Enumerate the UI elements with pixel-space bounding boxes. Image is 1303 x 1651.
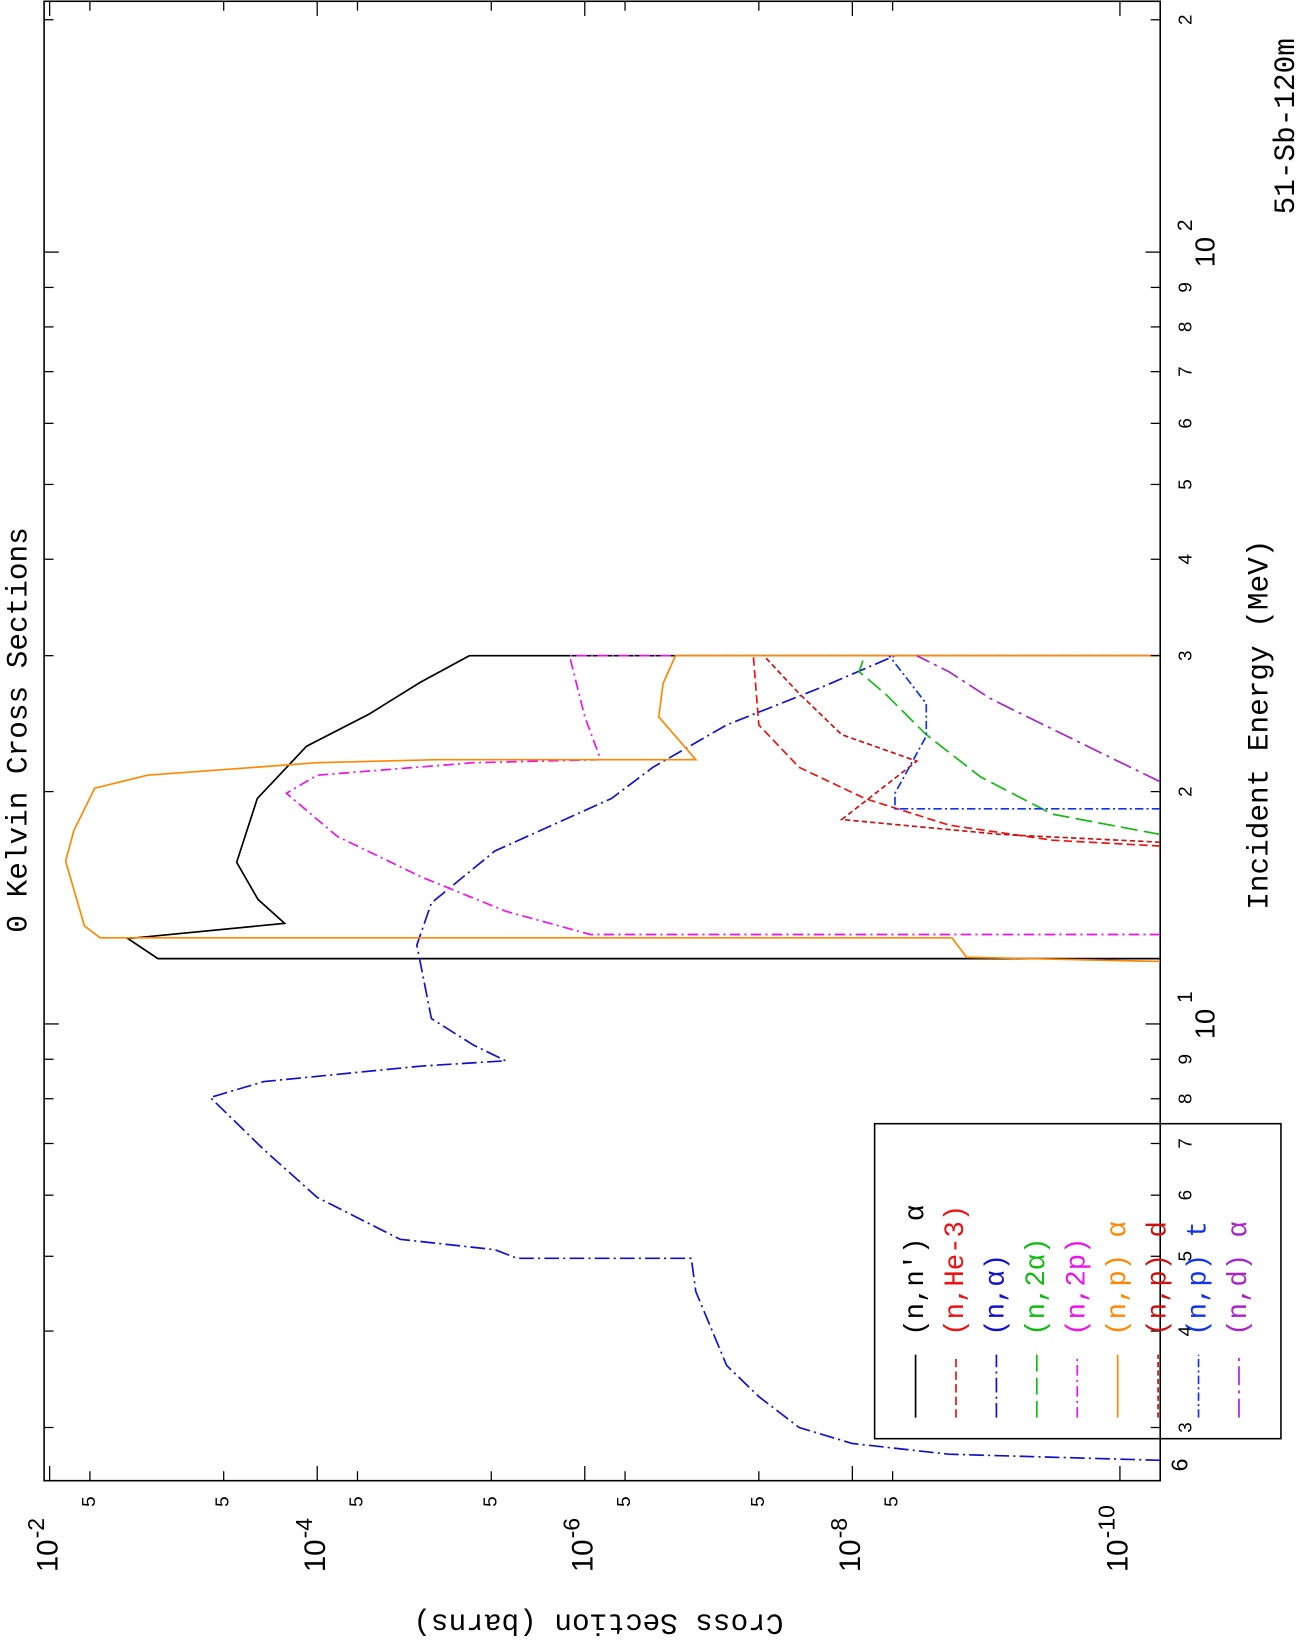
- series-line: [888, 655, 1161, 810]
- legend-box: [873, 1122, 1282, 1440]
- x-tick-label: 10: [1190, 237, 1221, 267]
- x-tick-exponent: 2: [1174, 219, 1197, 231]
- series-line: [916, 654, 1161, 783]
- series-line: [125, 654, 1161, 960]
- x-tick-label: 10: [1190, 1009, 1221, 1039]
- legend-label: (n,α): [982, 1254, 1013, 1336]
- y-tick-label: 5: [480, 1496, 501, 1507]
- x-tick-label: 8: [1175, 1093, 1196, 1103]
- x-tick-label: 6: [1175, 1190, 1196, 1201]
- x-tick-label: 7: [1175, 1138, 1196, 1148]
- series-line: [752, 655, 1161, 847]
- series-line: [284, 654, 1161, 936]
- x-tick-label: 9: [1175, 282, 1196, 292]
- legend-label: (n,p) d: [1143, 1221, 1174, 1336]
- y-tick-exponent: -4: [291, 1518, 317, 1539]
- legend-label: (n,2p): [1062, 1238, 1093, 1336]
- nuclide-label: 51-Sb-120m: [1270, 38, 1303, 214]
- x-tick-label: 8: [1175, 322, 1196, 332]
- y-tick-label: 5: [614, 1496, 635, 1507]
- series-line: [208, 654, 1161, 1462]
- y-tick-label: 5: [213, 1496, 234, 1507]
- y-tick-label: 5: [79, 1496, 100, 1507]
- plot-area: 0 Kelvin Cross Sections Incident Energy …: [3, 0, 1303, 1639]
- legend-label: (n,p) α: [1103, 1221, 1134, 1336]
- legend-label: (n,He-3): [941, 1205, 972, 1336]
- x-tick-label: 5: [1175, 1251, 1196, 1262]
- x-tick-label: 7: [1175, 366, 1196, 376]
- axis-annotation: 6: [1166, 1459, 1192, 1472]
- x-tick-label: 3: [1175, 1422, 1196, 1433]
- x-tick-label: 3: [1175, 650, 1196, 661]
- x-tick-label: 4: [1175, 554, 1196, 565]
- y-tick-label: 10: [567, 1539, 600, 1572]
- y-tick-label: 5: [346, 1496, 367, 1507]
- y-tick-exponent: -8: [826, 1518, 852, 1539]
- x-tick-label: 2: [1175, 15, 1196, 25]
- chart-title: 0 Kelvin Cross Sections: [3, 527, 36, 932]
- plot-frame: [43, 0, 1161, 1482]
- x-tick-label: 4: [1175, 1326, 1196, 1337]
- series-line: [858, 655, 1161, 836]
- y-axis-label: Cross Section (barns): [413, 1606, 783, 1639]
- series-line: [763, 655, 1161, 844]
- legend-label: (n,2α): [1022, 1238, 1053, 1336]
- x-tick-label: 5: [1175, 479, 1196, 489]
- y-tick-label: 5: [882, 1496, 903, 1507]
- y-tick-label: 10: [834, 1539, 867, 1572]
- curves: [64, 654, 1161, 1462]
- y-tick-label: 10: [31, 1539, 64, 1572]
- series-line: [64, 654, 1161, 963]
- y-tick-label: 10: [299, 1539, 332, 1572]
- x-axis-label: Incident Energy (MeV): [1244, 540, 1277, 910]
- y-tick-exponent: -10: [1093, 1505, 1119, 1538]
- y-tick-label: 5: [748, 1496, 769, 1507]
- legend-label: (n,p) t: [1184, 1221, 1215, 1336]
- x-tick-exponent: 1: [1174, 991, 1197, 1003]
- y-tick-exponent: -2: [23, 1518, 49, 1539]
- legend-label: (n,n') α: [901, 1205, 932, 1336]
- y-tick-exponent: -6: [558, 1518, 584, 1539]
- legend-label: (n,d) α: [1224, 1221, 1255, 1336]
- x-tick-label: 6: [1175, 418, 1196, 428]
- y-tick-label: 10: [1102, 1539, 1135, 1572]
- x-tick-label: 9: [1175, 1054, 1196, 1065]
- x-tick-label: 2: [1175, 786, 1196, 796]
